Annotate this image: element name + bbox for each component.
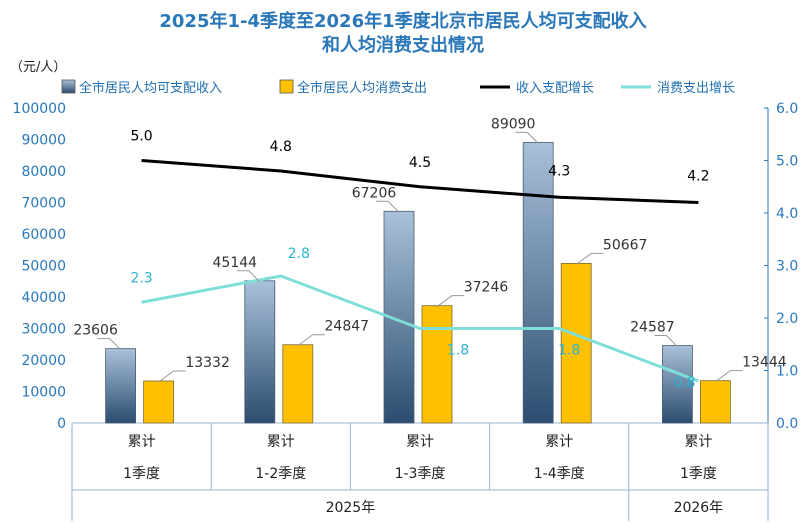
y-left-tick-label: 10000: [21, 385, 66, 401]
bar-income: [105, 348, 136, 424]
label-leader-consumption: [715, 370, 743, 383]
y-right-tick-label: 3.0: [776, 259, 798, 275]
data-label-income: 23606: [73, 323, 118, 339]
category-label-row1: 累计: [684, 434, 712, 450]
data-label-income: 24587: [630, 320, 675, 336]
category-label-row1: 累计: [128, 434, 156, 450]
y-right-tick-label: 2.0: [776, 311, 798, 327]
data-label-income: 67206: [352, 185, 397, 201]
label-leader-income: [376, 200, 400, 213]
legend-label-income: 全市居民人均可支配收入: [79, 80, 222, 96]
category-label-row2: 1季度: [123, 466, 160, 482]
y-left-tick-label: 100000: [13, 101, 66, 117]
data-label-consumption: 13332: [185, 355, 230, 371]
chart-title-line-1: 2025年1-4季度至2026年1季度北京市居民人均可支配收入: [159, 10, 646, 32]
y-left-tick-label: 30000: [21, 322, 66, 338]
bar-consumption: [282, 344, 314, 424]
data-label-income-growth: 4.8: [270, 139, 292, 155]
bar-income: [662, 345, 693, 424]
legend-label-consumption-growth: 消费支出增长: [657, 81, 735, 96]
data-label-consumption-growth: 1.8: [558, 343, 580, 359]
label-leader-income: [515, 131, 539, 144]
data-label-consumption: 24847: [325, 319, 370, 335]
data-label-income-growth: 4.2: [687, 169, 709, 185]
bar-income: [522, 141, 554, 424]
legend-label-consumption: 全市居民人均消费支出: [297, 80, 427, 96]
data-label-consumption: 13444: [742, 355, 787, 371]
data-labels: 23606 45144 67206 89090 24587 13332 24847 37246…: [73, 116, 786, 391]
bars: [105, 141, 731, 424]
chart-title-line-2: 和人均消费支出情况: [322, 34, 484, 56]
category-label-row1: 累计: [545, 434, 573, 450]
bar-income: [244, 280, 276, 424]
data-label-consumption-growth: 2.3: [130, 270, 152, 286]
bar-consumption: [143, 380, 175, 424]
category-axis: 累计 累计 累计 累计 累计 1季度 1-2季度 1-3季度 1-4季度 1季度 2025年 2026…: [71, 423, 769, 521]
data-label-income-growth: 5.0: [130, 129, 152, 145]
legend-label-income-growth: 收入支配增长: [516, 81, 594, 96]
bar-consumption: [560, 262, 592, 424]
data-label-consumption: 37246: [464, 280, 509, 296]
data-label-income: 45144: [213, 255, 258, 271]
y-right-tick-label: 6.0: [776, 101, 798, 117]
label-leader-consumption: [436, 295, 464, 308]
unit-label: （元/人）: [10, 60, 66, 75]
category-label-row1: 累计: [267, 434, 295, 450]
label-leader-consumption: [158, 370, 186, 383]
y-right-tick-label: 5.0: [776, 154, 798, 170]
category-label-row2: 1-3季度: [395, 466, 446, 482]
lines: [141, 159, 699, 383]
legend-swatch-income: [61, 79, 76, 94]
year-group-label: 2025年: [326, 500, 376, 516]
y-left-tick-label: 0: [57, 416, 66, 432]
data-label-income: 89090: [491, 116, 536, 132]
category-label-row2: 1季度: [680, 466, 717, 482]
category-label-row1: 累计: [406, 434, 434, 450]
data-label-consumption: 50667: [603, 237, 648, 253]
y-right-tick-label: 4.0: [776, 206, 798, 222]
line-income-growth: [141, 159, 699, 204]
category-label-row2: 1-4季度: [534, 466, 585, 482]
data-label-consumption-growth: 0.8: [673, 375, 695, 391]
legend: 全市居民人均可支配收入 全市居民人均消费支出 收入支配增长 消费支出增长: [61, 79, 735, 96]
y-right-tick-label: 0.0: [776, 416, 798, 432]
line-consumption-growth: [141, 274, 699, 383]
data-label-consumption-growth: 2.8: [288, 246, 310, 262]
label-leader-consumption: [575, 252, 604, 265]
y-left-tick-label: 80000: [21, 164, 66, 180]
y-left-tick-label: 60000: [21, 227, 66, 243]
label-leader-income: [236, 270, 261, 283]
category-label-row2: 1-2季度: [255, 466, 306, 482]
y-left-tick-label: 50000: [21, 259, 66, 275]
axes: 0 10000 20000 30000 40000 50000 60000 70000 8000…: [13, 101, 799, 432]
y-left-tick-label: 90000: [21, 133, 66, 149]
label-leader-income: [654, 335, 678, 347]
y-left-tick-label: 20000: [21, 353, 66, 369]
data-label-income-growth: 4.3: [548, 163, 570, 179]
label-leader-consumption: [297, 334, 325, 347]
data-label-income-growth: 4.5: [409, 155, 431, 171]
label-leader-income: [97, 338, 121, 350]
data-label-consumption-growth: 1.8: [447, 343, 469, 359]
bar-consumption: [700, 380, 731, 424]
y-right-tick-label: 1.0: [776, 364, 798, 380]
y-left-tick-label: 40000: [21, 290, 66, 306]
legend-swatch-consumption: [279, 79, 294, 94]
bar-consumption: [421, 305, 453, 424]
year-group-label: 2026年: [674, 500, 724, 516]
y-left-tick-label: 70000: [21, 196, 66, 212]
